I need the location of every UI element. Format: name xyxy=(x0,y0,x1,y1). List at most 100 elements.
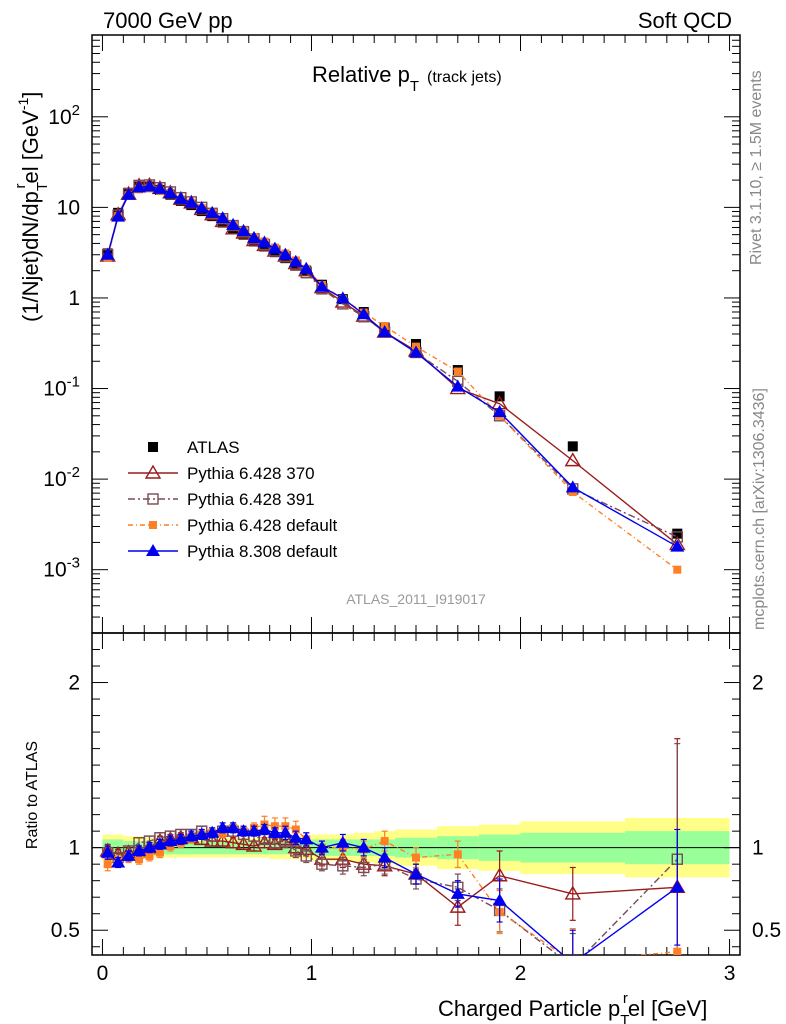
ratio-data-point xyxy=(278,825,293,838)
ratio-data-point xyxy=(257,822,272,835)
main-data-point xyxy=(288,254,303,267)
ylabel-tail: el [GeV xyxy=(18,110,43,184)
main-data-point xyxy=(100,247,115,260)
main-data-point xyxy=(173,191,188,204)
ratio-y-axis-label: Ratio to ATLAS xyxy=(24,741,41,849)
ratio-data-point xyxy=(569,958,577,966)
ratio-data-point xyxy=(300,850,312,862)
ratio-data-point xyxy=(358,861,370,874)
ylabel-superscript: r xyxy=(12,184,29,189)
ratio-data-point xyxy=(155,848,164,857)
ratio-data-point xyxy=(314,840,329,853)
main-data-point xyxy=(299,261,314,274)
header-left: 7000 GeV pp xyxy=(103,8,233,33)
main-data-point xyxy=(267,241,282,254)
main-series-atlas xyxy=(102,181,683,539)
ratio-data-point xyxy=(100,845,115,858)
main-data-point xyxy=(335,291,350,304)
main-data-point xyxy=(121,187,136,200)
x-tick-label: 2 xyxy=(515,962,527,985)
main-series-pythia-6-428-391 xyxy=(101,179,683,543)
ratio-series-pythia-8-308-default xyxy=(100,820,685,968)
plot-title-subscript: T xyxy=(410,78,419,95)
main-data-point xyxy=(257,235,272,248)
main-data-point xyxy=(356,307,371,320)
ratio-plot-frame xyxy=(91,632,741,956)
ratio-data-point xyxy=(335,835,350,848)
main-y-tick-label: 102 xyxy=(48,102,80,129)
main-y-tick-label: 10 xyxy=(57,196,80,219)
ratio-data-point xyxy=(132,843,147,856)
legend-marker xyxy=(144,464,162,479)
ratio-data-point xyxy=(121,848,136,861)
ratio-data-point xyxy=(566,956,580,968)
main-data-point xyxy=(132,180,147,193)
ratio-data-point xyxy=(450,886,465,899)
main-data-point xyxy=(205,205,220,218)
main-y-tick-label: 1 xyxy=(68,287,80,310)
ratio-data-point xyxy=(316,858,328,870)
main-data-point xyxy=(377,325,392,338)
side-text-mcplots: mcplots.cern.ch [arXiv:1306.3436] xyxy=(751,388,768,630)
main-data-point xyxy=(152,181,167,194)
ratio-data-point xyxy=(205,825,220,838)
ratio-data-point xyxy=(449,898,467,913)
ratio-data-point xyxy=(412,853,420,862)
main-data-point xyxy=(673,565,682,574)
ratio-data-point xyxy=(245,837,263,852)
ratio-data-point xyxy=(236,824,251,837)
ylabel-subscript: T xyxy=(34,182,51,191)
main-data-point xyxy=(565,480,580,493)
plot-title-suffix: (track jets) xyxy=(427,69,502,86)
ratio-data-point xyxy=(267,825,282,838)
main-data-point xyxy=(492,405,507,418)
main-data-point xyxy=(215,211,230,224)
ratio-data-point xyxy=(377,850,392,863)
main-data-point xyxy=(247,230,261,243)
ratio-data-point xyxy=(135,855,144,864)
main-data-point xyxy=(226,217,241,230)
main-series-line xyxy=(106,187,678,571)
ratio-y-tick-label-right: 1 xyxy=(752,837,764,860)
main-data-point xyxy=(672,528,683,539)
legend-marker xyxy=(149,521,157,529)
data-series xyxy=(99,176,686,968)
ratio-data-point xyxy=(256,834,273,849)
ratio-data-point xyxy=(224,834,242,849)
ratio-data-point xyxy=(214,832,231,847)
ratio-data-point xyxy=(226,820,241,833)
ratio-data-point xyxy=(142,840,157,853)
ratio-data-point xyxy=(337,860,349,872)
main-y-tick-label: 10-1 xyxy=(43,374,80,401)
plot-title-main: Relative p xyxy=(312,62,410,87)
legend-label: ATLAS xyxy=(187,438,240,457)
main-series-pythia-8-308-default xyxy=(100,179,685,552)
ratio-data-point xyxy=(288,830,303,843)
xlabel-superscript: r xyxy=(623,990,628,1007)
ratio-data-point xyxy=(380,837,389,846)
main-data-point xyxy=(163,186,178,199)
main-y-tick-label: 10-2 xyxy=(43,464,80,491)
ratio-data-point xyxy=(203,832,221,847)
ratio-series-pythia-6-428-370 xyxy=(99,738,686,955)
ratio-data-point xyxy=(564,885,581,900)
ratio-data-point xyxy=(492,893,507,906)
header-right: Soft QCD xyxy=(638,8,732,33)
axes-frames: 10-3 10-2 10-1 1 10 102 0 1 2 3 0.5 0.5 1 1 2 2 xyxy=(43,34,781,985)
main-data-point xyxy=(670,539,685,552)
legend-label: Pythia 6.428 default xyxy=(187,516,338,535)
xlabel-subscript: T xyxy=(620,1012,629,1024)
x-axis-label: Charged Particle pTrel [GeV] xyxy=(438,990,707,1024)
legend-label: Pythia 6.428 370 xyxy=(187,464,315,483)
ratio-data-point xyxy=(173,832,188,845)
ratio-data-point xyxy=(111,855,126,868)
x-tick-label: 0 xyxy=(97,962,109,985)
main-y-axis-label: (1/Njet)dN/dpTrel [GeV-1] xyxy=(12,92,51,322)
ylabel-main: (1/Njet)dN/dp xyxy=(18,191,43,322)
main-data-point xyxy=(567,441,578,452)
main-data-point xyxy=(409,345,423,358)
main-series-line xyxy=(107,184,678,538)
ratio-y-tick-label-left: 0.5 xyxy=(51,919,80,942)
main-data-point xyxy=(111,209,126,222)
legend-marker xyxy=(146,544,160,556)
